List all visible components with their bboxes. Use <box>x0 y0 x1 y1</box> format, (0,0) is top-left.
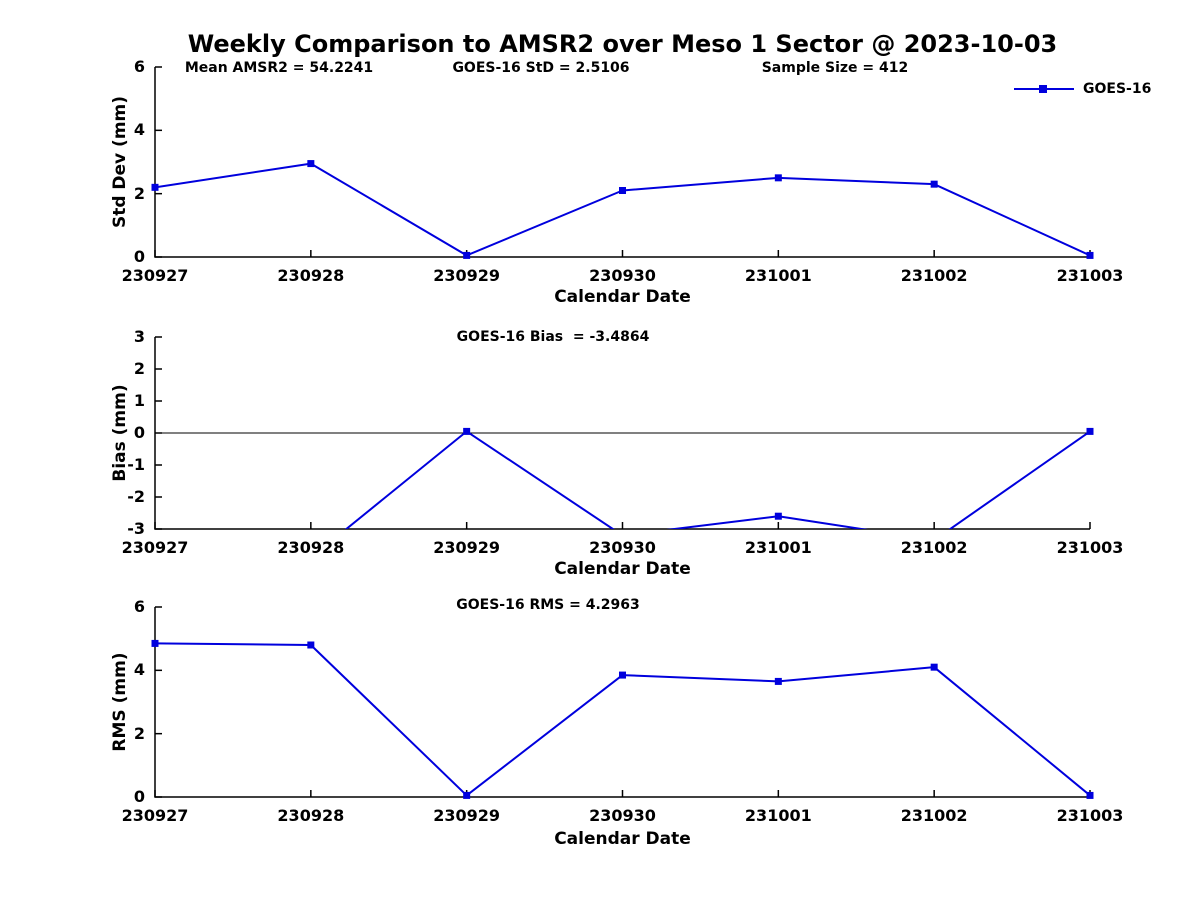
x-tick-label: 231002 <box>900 806 968 825</box>
axes <box>154 607 1090 798</box>
annotation-sample-size: Sample Size = 412 <box>761 60 909 76</box>
y-axis-label-bias: Bias (mm) <box>110 384 130 482</box>
x-tick-label: 230930 <box>589 266 656 285</box>
x-axis-label-rms: Calendar Date <box>554 829 691 849</box>
data-point-marker <box>307 160 315 168</box>
x-tick-label: 230927 <box>121 538 189 557</box>
y-tick-label: 6 <box>133 597 145 616</box>
legend-line-marker-icon <box>1014 85 1074 93</box>
y-tick-label: -1 <box>127 455 145 474</box>
data-point-marker <box>619 671 626 679</box>
x-tick-label: 230929 <box>433 538 501 557</box>
data-point-marker <box>1086 791 1094 799</box>
x-tick-label: 230928 <box>277 806 345 825</box>
data-point-marker <box>307 641 315 649</box>
annotation-goes16-rms: GOES-16 RMS = 4.2963 <box>456 597 640 613</box>
x-axis-label-bias: Calendar Date <box>554 559 691 579</box>
subplot-bias <box>154 336 1094 530</box>
x-tick-label: 231003 <box>1056 538 1124 557</box>
x-tick-label: 230929 <box>433 806 501 825</box>
annotation-goes16-bias: GOES-16 Bias = -3.4864 <box>456 329 650 345</box>
x-tick-label: 230927 <box>121 806 189 825</box>
subplot-std-dev <box>151 66 1094 259</box>
x-axis-label-stddev: Calendar Date <box>554 287 691 307</box>
data-line-goes-16 <box>155 162 1091 257</box>
x-tick-label: 231003 <box>1056 806 1124 825</box>
y-axis-label-stddev: Std Dev (mm) <box>110 95 130 229</box>
x-tick-label: 230928 <box>277 266 345 285</box>
legend: GOES-16 <box>1012 80 1151 98</box>
y-axis-label-rms: RMS (mm) <box>110 652 130 752</box>
x-tick-label: 231003 <box>1056 266 1124 285</box>
x-tick-label: 230930 <box>589 806 656 825</box>
data-point-marker <box>1086 427 1094 435</box>
data-point-marker <box>463 251 471 259</box>
y-tick-label: 6 <box>133 57 145 76</box>
data-line-goes-16 <box>155 642 1091 797</box>
data-point-marker <box>463 791 471 799</box>
data-point-marker <box>619 187 626 194</box>
x-tick-label: 231001 <box>744 806 812 825</box>
y-tick-label: 0 <box>133 423 145 442</box>
x-tick-label: 231001 <box>744 266 812 285</box>
data-point-marker <box>151 639 159 647</box>
data-point-marker <box>930 663 938 671</box>
chart-title: Weekly Comparison to AMSR2 over Meso 1 S… <box>187 30 1058 58</box>
y-tick-label: 2 <box>133 183 145 203</box>
y-tick-label: 1 <box>133 391 145 410</box>
y-tick-label: 4 <box>133 660 145 680</box>
data-point-marker <box>774 677 782 685</box>
annotation-mean-amsr2: Mean AMSR2 = 54.2241 <box>184 60 374 76</box>
annotation-goes16-std: GOES-16 StD = 2.5106 <box>452 60 630 76</box>
y-tick-label: -3 <box>127 519 145 538</box>
y-tick-label: 0 <box>133 247 145 266</box>
data-point-marker <box>463 427 471 435</box>
data-point-marker <box>151 183 159 191</box>
y-tick-label: 4 <box>133 120 145 140</box>
y-tick-label: 3 <box>133 327 145 346</box>
data-point-marker <box>1086 251 1094 259</box>
subplot-rms <box>151 606 1094 799</box>
legend-label: GOES-16 <box>1083 81 1152 97</box>
y-tick-label: -2 <box>127 487 145 506</box>
x-tick-label: 231002 <box>900 266 968 285</box>
x-tick-label: 230930 <box>589 538 656 557</box>
x-tick-label: 230927 <box>121 266 189 285</box>
data-point-marker <box>774 174 782 182</box>
y-tick-label: 2 <box>133 723 145 743</box>
x-tick-label: 230928 <box>277 538 345 557</box>
data-point-marker <box>774 512 782 520</box>
x-tick-label: 231001 <box>744 538 812 557</box>
y-tick-label: 0 <box>133 787 145 806</box>
x-tick-label: 231002 <box>900 538 968 557</box>
data-point-marker <box>930 180 938 188</box>
axes <box>154 67 1090 258</box>
y-tick-label: 2 <box>133 359 145 378</box>
x-tick-label: 230929 <box>433 266 501 285</box>
